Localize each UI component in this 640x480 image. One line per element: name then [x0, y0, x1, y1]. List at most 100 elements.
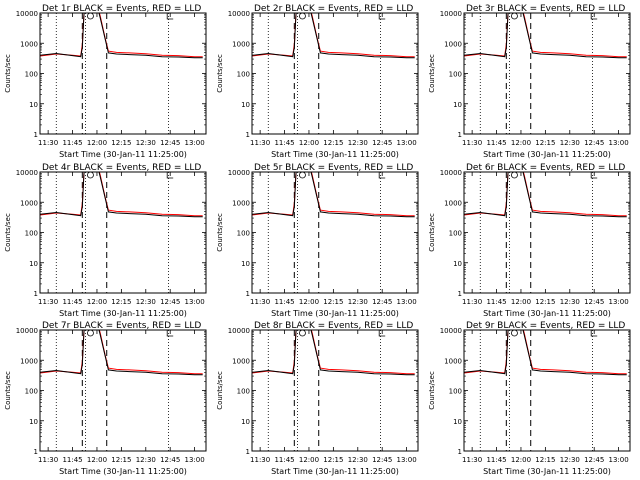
x-tick-label: 12:15	[111, 139, 131, 147]
y-tick-label: 100	[237, 71, 250, 79]
y-axis-label: Counts/sec	[428, 371, 436, 410]
x-axis-label: Start Time (30-Jan-11 11:25:00)	[59, 467, 187, 476]
x-tick-label: 13:00	[609, 139, 629, 147]
x-tick-label: 12:30	[560, 139, 580, 147]
y-tick-label: 10000	[16, 327, 38, 335]
x-tick-label: 11:45	[486, 298, 506, 306]
y-tick-label: 1	[34, 290, 38, 298]
y-axis-label: Counts/sec	[4, 54, 12, 93]
x-tick-label: 11:30	[462, 298, 482, 306]
x-tick-label: 13:00	[397, 456, 417, 464]
panel-title: Det 1r BLACK = Events, RED = LLD	[42, 4, 201, 14]
y-axis-label: Counts/sec	[428, 54, 436, 93]
x-tick-label: 12:30	[560, 298, 580, 306]
plot-frame	[463, 12, 631, 135]
x-tick-label: 12:30	[560, 456, 580, 464]
panel-title: Det 2r BLACK = Events, RED = LLD	[254, 4, 413, 14]
x-tick-label: 12:00	[511, 139, 531, 147]
x-tick-label: 12:15	[111, 456, 131, 464]
y-tick-label: 1	[458, 448, 462, 456]
y-tick-label: 10000	[16, 10, 38, 18]
x-tick-label: 12:30	[136, 456, 156, 464]
y-tick-label: 100	[25, 230, 38, 238]
x-tick-label: 11:30	[38, 139, 58, 147]
x-tick-label: 11:45	[62, 139, 82, 147]
x-tick-label: 11:30	[38, 298, 58, 306]
y-tick-label: 100	[25, 388, 38, 396]
y-tick-label: 100	[25, 71, 38, 79]
detector-panel-4: Det 4r BLACK = Events, RED = LLD Counts/s…	[4, 163, 207, 318]
time-marker-bracket	[166, 172, 174, 179]
y-tick-label: 10	[29, 101, 38, 109]
y-tick-label: 1	[246, 290, 250, 298]
x-tick-label: 13:00	[397, 298, 417, 306]
plot-frame	[39, 171, 207, 294]
y-tick-label: 10000	[228, 169, 250, 177]
x-tick-label: 12:15	[323, 456, 343, 464]
x-axis-label: Start Time (30-Jan-11 11:25:00)	[271, 150, 399, 159]
y-tick-label: 1000	[20, 199, 38, 207]
y-tick-label: 1000	[20, 357, 38, 365]
x-tick-label: 12:15	[535, 298, 555, 306]
x-axis-label: Start Time (30-Jan-11 11:25:00)	[483, 150, 611, 159]
x-tick-label: 12:15	[323, 139, 343, 147]
x-tick-label: 13:00	[185, 139, 205, 147]
x-tick-label: 12:45	[160, 298, 180, 306]
time-marker-bracket	[590, 172, 598, 179]
panel-title: Det 3r BLACK = Events, RED = LLD	[466, 4, 625, 14]
events-series-line	[40, 13, 203, 59]
x-tick-label: 12:30	[348, 139, 368, 147]
detector-panel-6: Det 6r BLACK = Events, RED = LLD Counts/s…	[428, 163, 631, 318]
y-tick-label: 1	[458, 131, 462, 139]
x-tick-label: 12:30	[136, 139, 156, 147]
x-tick-label: 12:45	[372, 298, 392, 306]
time-marker-bracket	[590, 330, 598, 337]
x-tick-label: 13:00	[609, 456, 629, 464]
x-tick-label: 11:30	[250, 298, 270, 306]
x-tick-label: 12:00	[299, 298, 319, 306]
y-axis-label: Counts/sec	[216, 54, 224, 93]
y-tick-label: 10000	[440, 10, 462, 18]
x-tick-label: 12:15	[535, 139, 555, 147]
time-marker-bracket	[166, 13, 174, 20]
x-tick-label: 12:00	[299, 456, 319, 464]
x-tick-label: 12:30	[348, 298, 368, 306]
x-tick-label: 11:45	[486, 139, 506, 147]
x-tick-label: 12:45	[160, 456, 180, 464]
y-tick-label: 1	[34, 131, 38, 139]
x-tick-label: 11:30	[462, 456, 482, 464]
x-axis-label: Start Time (30-Jan-11 11:25:00)	[271, 467, 399, 476]
y-tick-label: 10000	[228, 10, 250, 18]
plot-frame	[251, 171, 419, 294]
x-tick-label: 12:45	[372, 456, 392, 464]
x-axis-label: Start Time (30-Jan-11 11:25:00)	[271, 309, 399, 318]
events-series-line	[464, 172, 627, 218]
detector-panel-5: Det 5r BLACK = Events, RED = LLD Counts/s…	[216, 163, 419, 318]
panel-title: Det 7r BLACK = Events, RED = LLD	[42, 321, 201, 331]
y-tick-label: 100	[237, 230, 250, 238]
panel-title: Det 8r BLACK = Events, RED = LLD	[254, 321, 413, 331]
y-tick-label: 10000	[440, 169, 462, 177]
x-tick-label: 12:45	[160, 139, 180, 147]
plot-frame	[39, 12, 207, 135]
y-tick-label: 1000	[20, 40, 38, 48]
plot-frame	[251, 329, 419, 452]
y-tick-label: 1000	[444, 199, 462, 207]
y-tick-label: 1	[246, 448, 250, 456]
panel-title: Det 4r BLACK = Events, RED = LLD	[42, 163, 201, 173]
x-tick-label: 12:45	[372, 139, 392, 147]
time-marker-bracket	[590, 13, 598, 20]
x-tick-label: 11:45	[62, 456, 82, 464]
plot-frame	[39, 329, 207, 452]
plot-frame	[463, 171, 631, 294]
x-tick-label: 11:45	[274, 298, 294, 306]
y-tick-label: 1000	[444, 357, 462, 365]
time-marker-bracket	[378, 330, 386, 337]
x-tick-label: 11:45	[486, 456, 506, 464]
x-tick-label: 11:30	[250, 139, 270, 147]
x-tick-label: 13:00	[185, 456, 205, 464]
detector-panel-1: Det 1r BLACK = Events, RED = LLD Counts/s…	[4, 4, 207, 159]
x-tick-label: 11:45	[274, 456, 294, 464]
y-tick-label: 1000	[232, 357, 250, 365]
y-tick-label: 10000	[16, 169, 38, 177]
